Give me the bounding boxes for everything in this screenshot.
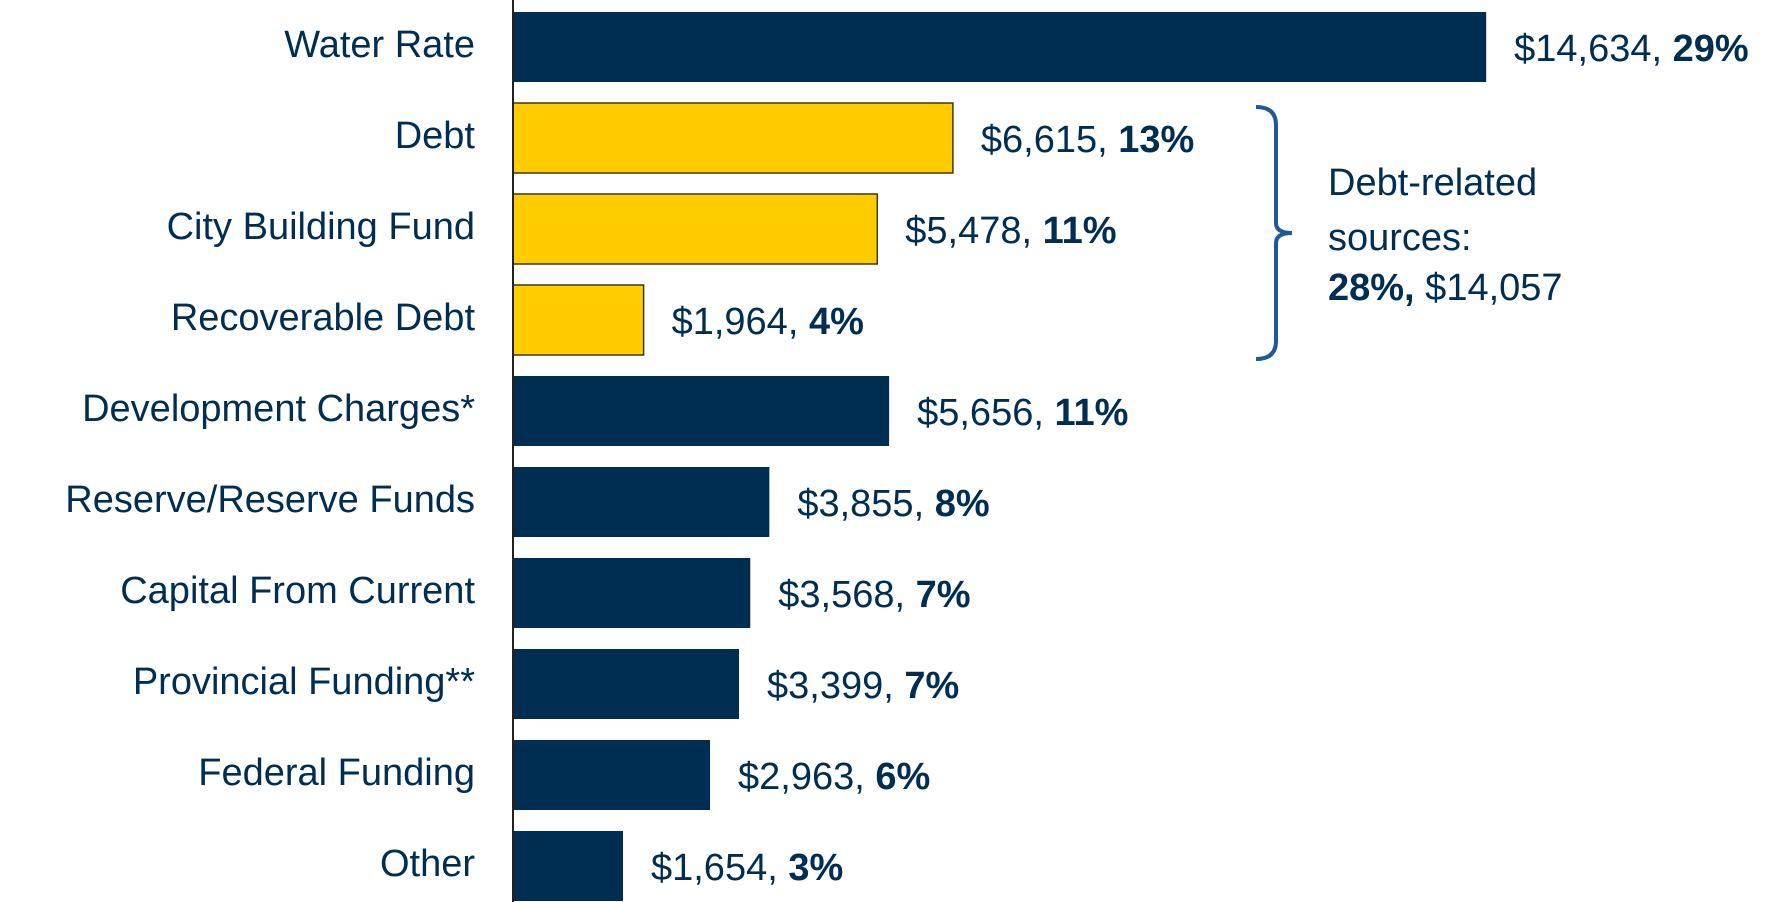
value-label: $5,656, 11% [917, 392, 1128, 434]
text-part: 6% [875, 756, 930, 798]
text-part: 7% [904, 665, 959, 707]
text-part: $6,615, [981, 119, 1118, 161]
bar [513, 12, 1487, 82]
text-part: $14,634, [1514, 28, 1672, 70]
category-label: Recoverable Debt [171, 297, 476, 339]
text-part: 4% [809, 301, 864, 343]
text-part: $2,963, [738, 756, 875, 798]
value-label: $3,568, 7% [778, 574, 970, 616]
brace [1255, 105, 1293, 361]
bar [513, 831, 623, 901]
category-label: Federal Funding [198, 752, 475, 794]
text-part: 7% [916, 574, 971, 616]
category-label: Water Rate [284, 24, 475, 66]
category-label: Debt [395, 115, 476, 157]
value-label: $6,615, 13% [981, 119, 1194, 161]
category-label: Reserve/Reserve Funds [65, 479, 475, 521]
bar [512, 193, 879, 265]
bar [512, 102, 954, 174]
category-label: Capital From Current [120, 570, 475, 612]
text-part: 11% [1043, 210, 1117, 252]
value-label: $5,478, 11% [905, 210, 1116, 252]
text-part: 11% [1054, 392, 1128, 434]
bar [512, 284, 645, 356]
category-label: Development Charges* [82, 388, 475, 430]
annotation: sources: [1328, 217, 1472, 259]
text-part: $5,656, [917, 392, 1054, 434]
text-part: $1,654, [651, 847, 788, 889]
text-part: $5,478, [905, 210, 1042, 252]
category-label: Provincial Funding** [133, 661, 475, 703]
value-label: $1,654, 3% [651, 847, 843, 889]
value-label: $2,963, 6% [738, 756, 930, 798]
bar [513, 649, 740, 719]
value-label: $3,855, 8% [797, 483, 989, 525]
bar [513, 740, 711, 810]
annotation: Debt-related [1328, 162, 1537, 204]
text-part: $3,855, [797, 483, 934, 525]
text-part: 29% [1673, 28, 1749, 70]
value-label: $3,399, 7% [767, 665, 959, 707]
text-part: 3% [788, 847, 843, 889]
text-part: $14,057 [1415, 267, 1563, 309]
value-label: $1,964, 4% [672, 301, 864, 343]
text-part: 28%, [1328, 267, 1415, 309]
text-part: $3,399, [767, 665, 904, 707]
bar [513, 558, 751, 628]
bar [513, 376, 890, 446]
bar [513, 467, 770, 537]
text-part: $3,568, [778, 574, 915, 616]
category-label: Other [380, 843, 475, 885]
text-part: 8% [935, 483, 990, 525]
text-part: $1,964, [672, 301, 809, 343]
text-part: 13% [1118, 119, 1194, 161]
annotation: 28%, $14,057 [1328, 267, 1563, 309]
category-label: City Building Fund [167, 206, 475, 248]
value-label: $14,634, 29% [1514, 28, 1749, 70]
